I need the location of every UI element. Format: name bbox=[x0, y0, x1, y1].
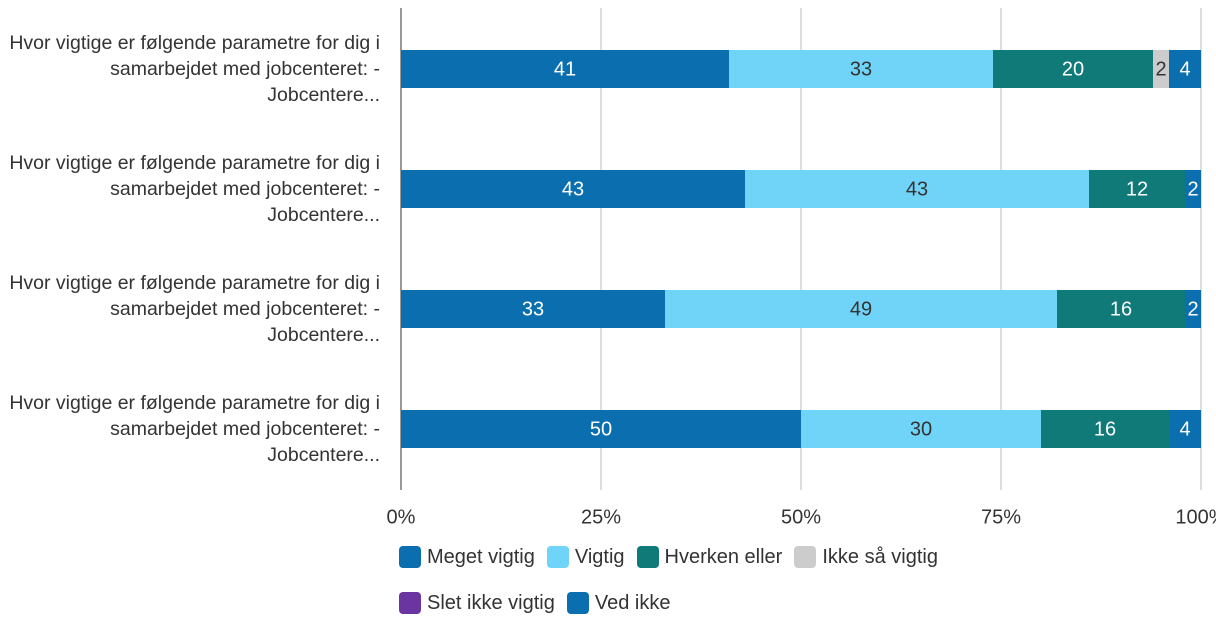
bar-segment bbox=[993, 50, 1153, 88]
legend-item: Hverken eller bbox=[636, 544, 783, 570]
data-label: 4 bbox=[1179, 58, 1190, 80]
bar-segment bbox=[729, 50, 993, 88]
data-label: 33 bbox=[522, 298, 544, 320]
bar-segment bbox=[1089, 170, 1185, 208]
bar-segment bbox=[1153, 50, 1169, 88]
legend: Meget vigtig Vigtig Hverken eller Ikke så v… bbox=[399, 544, 1049, 616]
legend-swatch bbox=[636, 546, 659, 568]
bar-segment bbox=[401, 170, 745, 208]
y-tick-label: Hvor vigtige er følgende parametre for d… bbox=[9, 392, 380, 466]
bar-segment bbox=[1041, 410, 1169, 448]
bar-segment bbox=[801, 410, 1041, 448]
legend-swatch bbox=[566, 592, 589, 614]
x-tick-label: 25% bbox=[581, 506, 621, 528]
bar-segment bbox=[1169, 410, 1201, 448]
legend-label: Meget vigtig bbox=[427, 545, 535, 568]
bar-segment bbox=[1169, 50, 1201, 88]
y-tick-label: Hvor vigtige er følgende parametre for d… bbox=[9, 272, 380, 346]
legend-swatch bbox=[399, 546, 421, 568]
legend-item: Ikke så vigtig bbox=[794, 544, 938, 570]
data-label: 43 bbox=[562, 178, 584, 200]
bar-segment bbox=[665, 290, 1057, 328]
data-label: 50 bbox=[590, 418, 612, 440]
data-label: 33 bbox=[850, 58, 872, 80]
bar-segment bbox=[401, 50, 729, 88]
data-label: 4 bbox=[1179, 418, 1190, 440]
legend-swatch bbox=[794, 546, 817, 568]
legend-label: Slet ikke vigtig bbox=[427, 591, 555, 614]
data-label: 20 bbox=[1062, 58, 1084, 80]
data-label: 2 bbox=[1187, 298, 1198, 320]
legend-label: Vigtig bbox=[574, 545, 625, 568]
x-tick-label: 0% bbox=[387, 506, 416, 528]
legend-item: Ved ikke bbox=[566, 590, 671, 616]
x-tick-label: 100% bbox=[1175, 506, 1216, 528]
legend-swatch bbox=[399, 592, 421, 614]
data-label: 41 bbox=[554, 58, 576, 80]
bar-segment bbox=[745, 170, 1089, 208]
data-label: 2 bbox=[1155, 58, 1166, 80]
legend-label: Ikke så vigtig bbox=[822, 545, 938, 568]
legend-label: Ved ikke bbox=[594, 591, 671, 614]
y-tick-label: Hvor vigtige er følgende parametre for d… bbox=[9, 32, 380, 106]
data-label: 2 bbox=[1187, 178, 1198, 200]
x-tick-label: 50% bbox=[781, 506, 821, 528]
data-label: 43 bbox=[906, 178, 928, 200]
x-tick-label: 75% bbox=[981, 506, 1021, 528]
legend-swatch bbox=[546, 546, 569, 568]
bar-segment bbox=[1057, 290, 1185, 328]
legend-item: Meget vigtig bbox=[399, 544, 535, 570]
y-tick-label: Hvor vigtige er følgende parametre for d… bbox=[9, 152, 380, 226]
bar-segment bbox=[1185, 290, 1201, 328]
data-label: 16 bbox=[1094, 418, 1116, 440]
data-label: 30 bbox=[910, 418, 932, 440]
bar-segment bbox=[401, 410, 801, 448]
legend-item: Slet ikke vigtig bbox=[399, 590, 555, 616]
data-label: 16 bbox=[1110, 298, 1132, 320]
bar-segment bbox=[401, 290, 665, 328]
data-label: 12 bbox=[1126, 178, 1148, 200]
bar-segment bbox=[1185, 170, 1201, 208]
data-label: 49 bbox=[850, 298, 872, 320]
legend-label: Hverken eller bbox=[664, 545, 783, 568]
legend-item: Vigtig bbox=[546, 544, 625, 570]
